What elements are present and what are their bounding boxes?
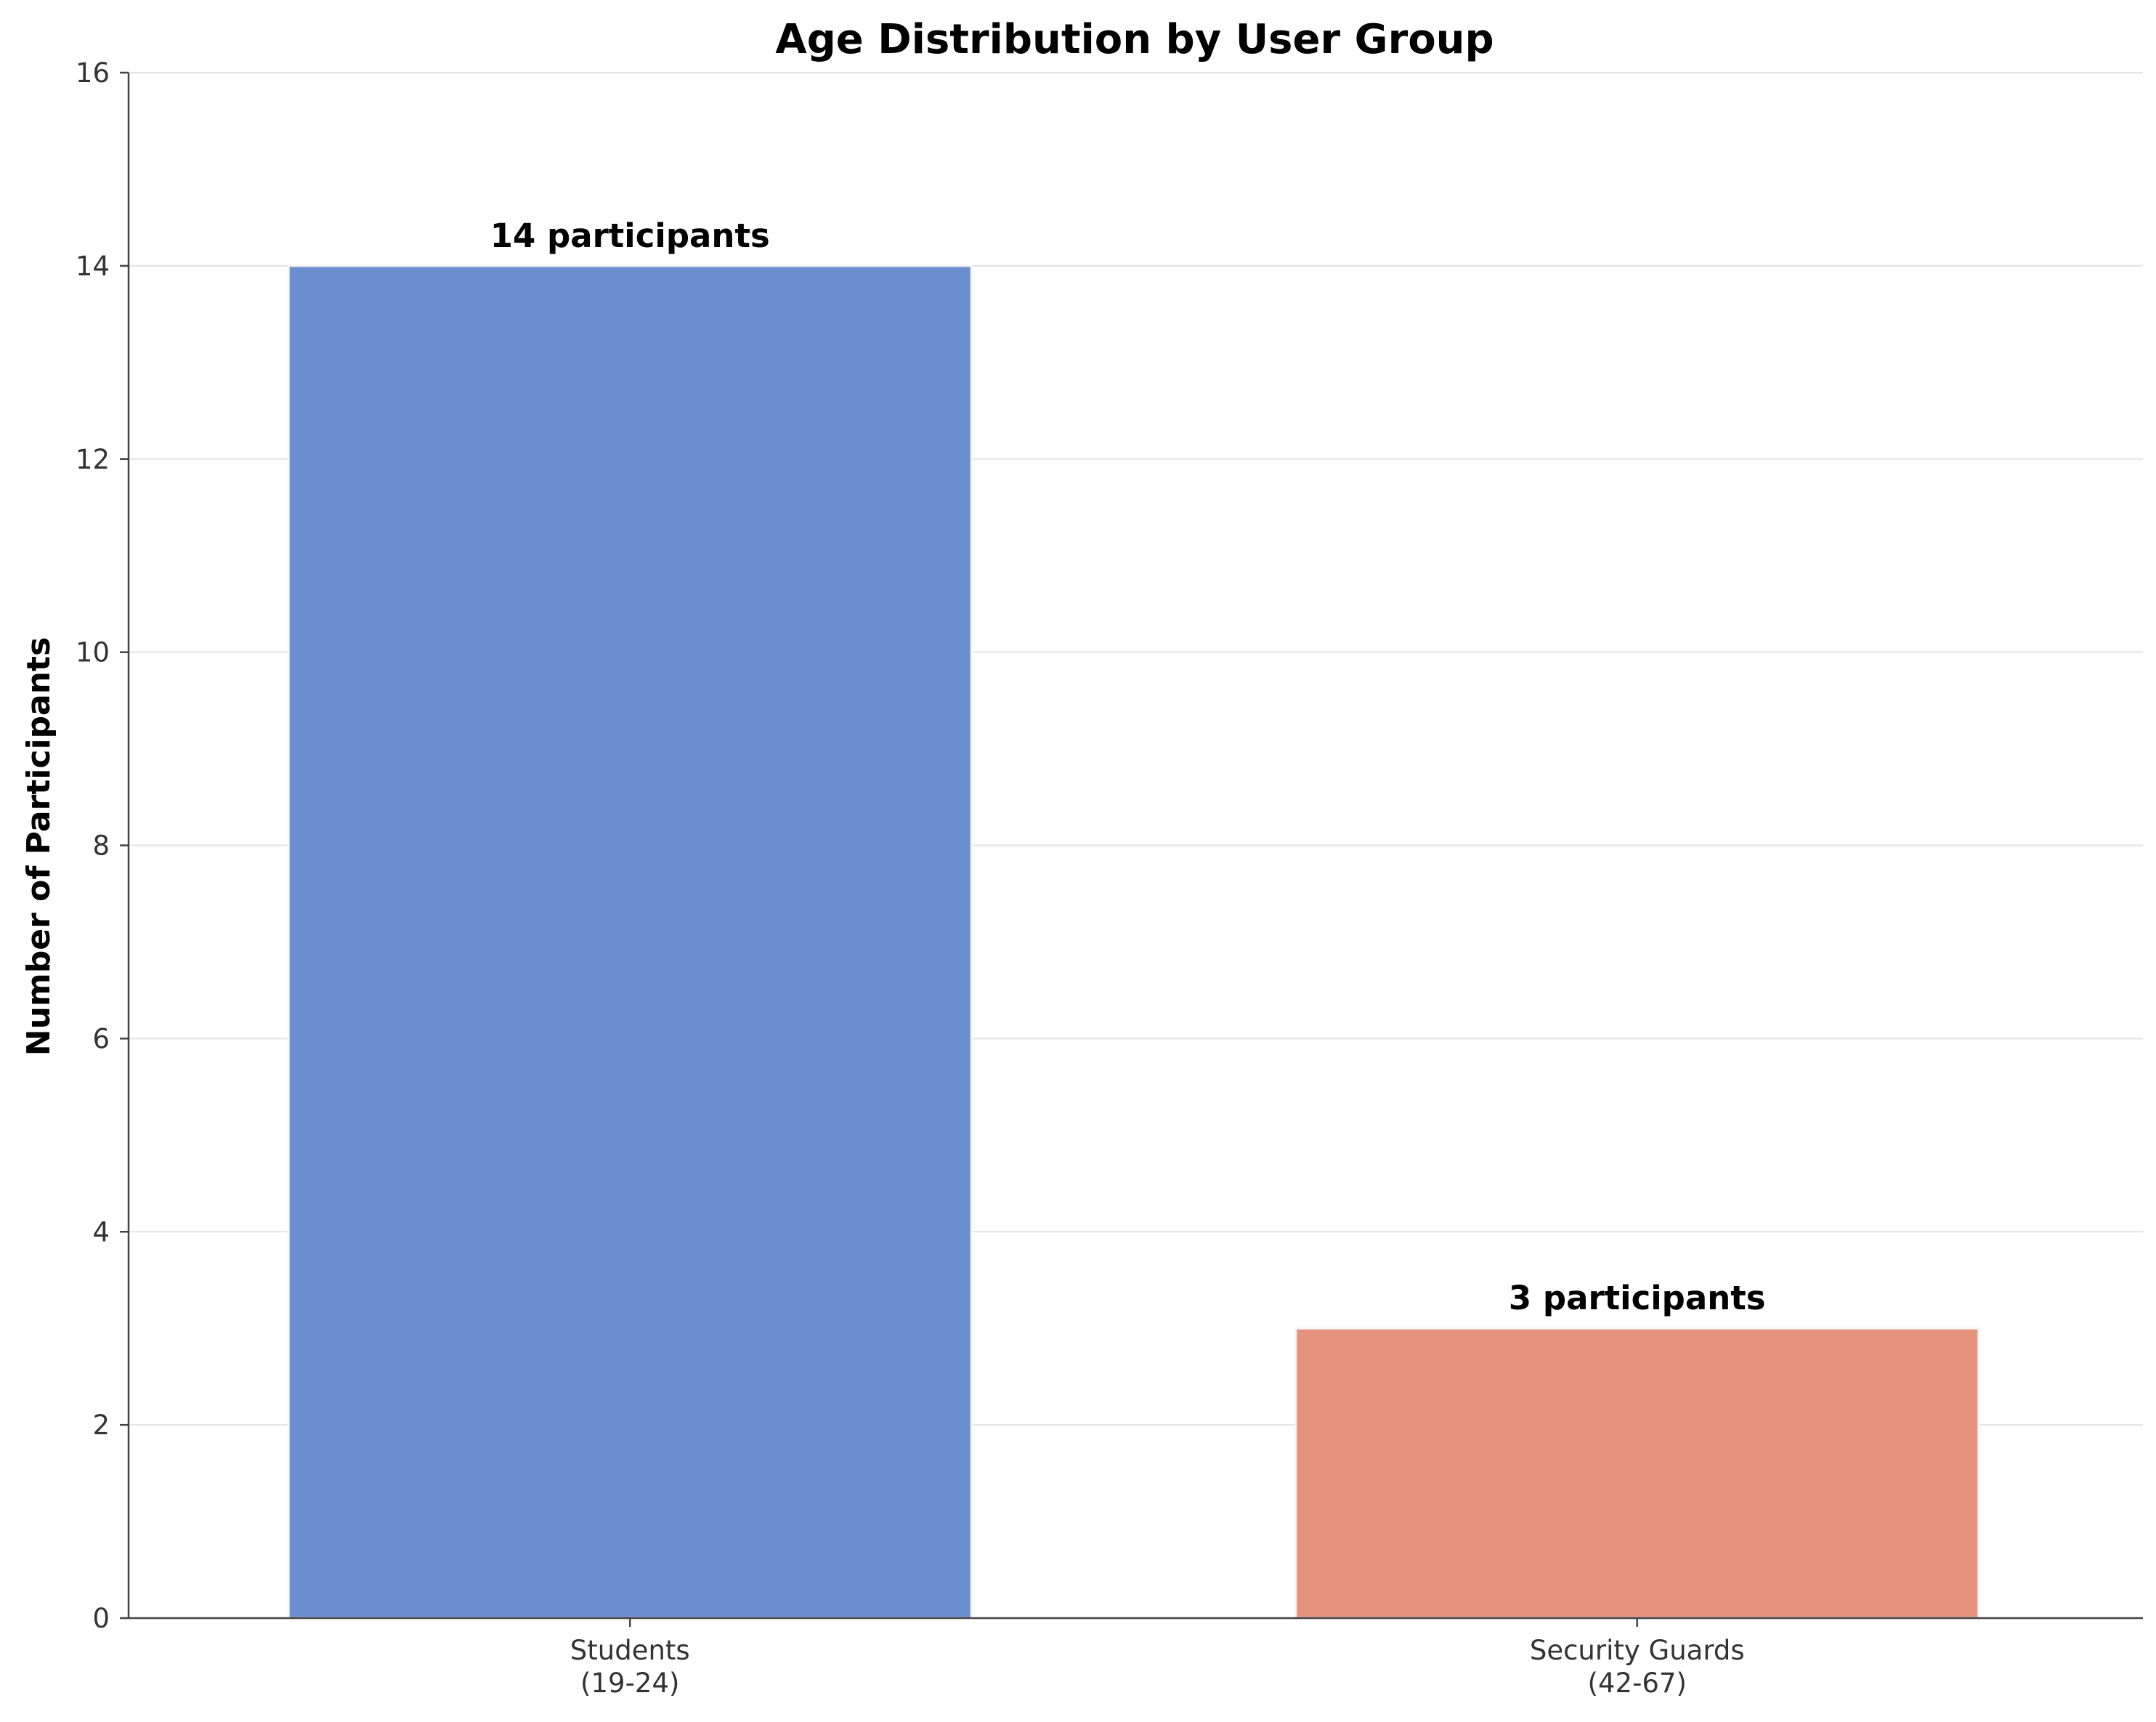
bars	[287, 264, 1980, 1620]
x-tick-label-sub: (19-24)	[580, 1668, 679, 1699]
y-tick-label: 14	[76, 251, 110, 282]
y-tick-label: 2	[92, 1410, 110, 1441]
x-tick-label: Students	[570, 1635, 690, 1666]
y-tick-label: 4	[92, 1216, 110, 1248]
bar	[1294, 1327, 1980, 1620]
x-tick-label-sub: (42-67)	[1588, 1668, 1687, 1699]
bar	[287, 264, 973, 1620]
y-tick-label: 6	[92, 1023, 110, 1054]
y-tick-label: 0	[92, 1603, 110, 1634]
axes	[120, 71, 2143, 1627]
y-tick-label: 16	[76, 57, 110, 89]
y-tick-label: 8	[92, 830, 110, 862]
y-tick-label: 12	[76, 444, 110, 475]
y-tick-label: 10	[76, 637, 110, 668]
bar-data-label: 14 participants	[490, 217, 770, 255]
x-tick-label: Security Guards	[1530, 1635, 1745, 1666]
chart-title: Age Distribution by User Group	[775, 16, 1494, 63]
bar-data-label: 3 participants	[1509, 1279, 1766, 1317]
y-axis-label: Number of Participants	[20, 637, 57, 1056]
labels: 0 2 4 6 8 10 12 14 16 14 participants Students(19-…	[76, 57, 1766, 1699]
